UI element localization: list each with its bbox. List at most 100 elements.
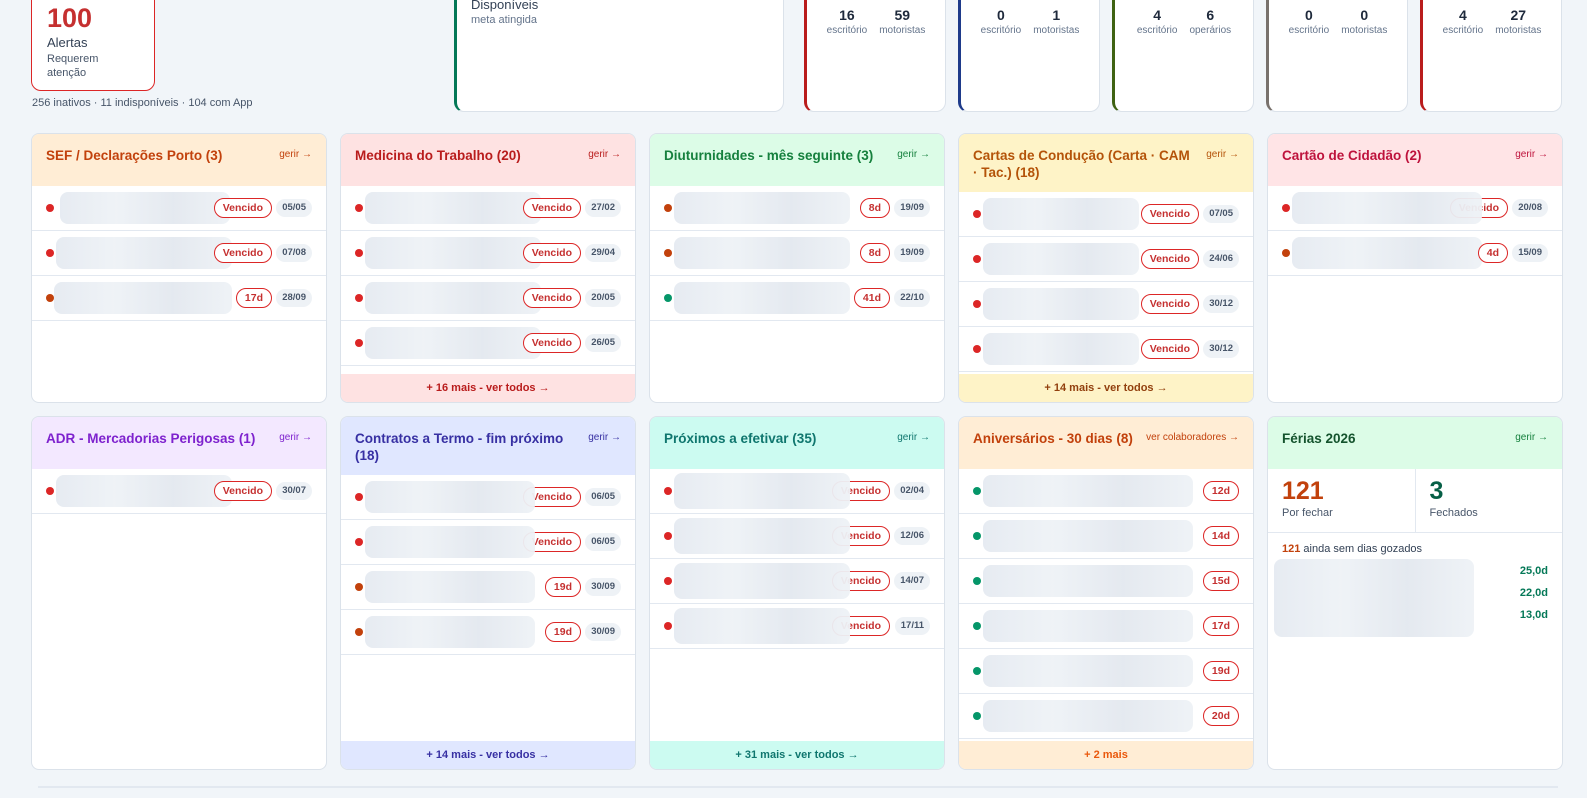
manage-link[interactable]: gerir → bbox=[897, 432, 930, 443]
list-item[interactable]: 20d bbox=[959, 694, 1253, 739]
date-badge: 22/10 bbox=[894, 289, 930, 307]
list-item[interactable]: 4d 15/09 bbox=[1268, 231, 1562, 276]
date-badge: 30/09 bbox=[585, 578, 621, 596]
list-item[interactable]: Vencido 06/05 bbox=[341, 520, 635, 565]
alerts-card[interactable]: 100 Alertas Requerem atenção bbox=[31, 0, 155, 91]
list-item[interactable]: Vencido 05/05 bbox=[32, 186, 326, 231]
status-dot bbox=[973, 345, 981, 353]
panel-header: Férias 2026 gerir → bbox=[1268, 417, 1562, 469]
panel-title: Próximos a efetivar (35) bbox=[664, 431, 817, 446]
list-item[interactable]: 8d 19/09 bbox=[650, 186, 944, 231]
list-item[interactable]: 12d bbox=[959, 469, 1253, 514]
status-dot bbox=[973, 300, 981, 308]
manage-link[interactable]: gerir → bbox=[588, 432, 621, 443]
list-item[interactable]: 17d 28/09 bbox=[32, 276, 326, 321]
list-item[interactable]: Vencido 17/11 bbox=[650, 604, 944, 649]
manage-link[interactable]: gerir → bbox=[1515, 149, 1548, 160]
status-dot bbox=[46, 487, 54, 495]
list-item[interactable]: Vencido 20/05 bbox=[341, 276, 635, 321]
to-close-label: Por fechar bbox=[1282, 507, 1333, 519]
panel-header: Medicina do Trabalho (20) gerir → bbox=[341, 134, 635, 186]
list-item[interactable]: 15d bbox=[959, 559, 1253, 604]
list-item[interactable]: 17d bbox=[959, 604, 1253, 649]
panel-title: Contratos a Termo - fim próximo (18) bbox=[355, 431, 564, 463]
status-dot bbox=[973, 577, 981, 585]
list-item[interactable]: Vencido 14/07 bbox=[650, 559, 944, 604]
alerts-label: Alertas bbox=[47, 35, 88, 50]
list-item[interactable]: Vencido 02/04 bbox=[650, 469, 944, 514]
list-item[interactable]: 19d bbox=[959, 649, 1253, 694]
panel-title: Cartas de Condução (Carta · CAM · Tac.) … bbox=[973, 148, 1190, 180]
department-card[interactable]: 4 escritório 6 operários bbox=[1112, 0, 1254, 112]
list-item[interactable]: 8d 19/09 bbox=[650, 231, 944, 276]
status-badge: Vencido bbox=[522, 243, 581, 263]
list-item[interactable]: Vencido 30/12 bbox=[959, 282, 1253, 327]
closed-stat[interactable]: 3 Fechados bbox=[1414, 469, 1563, 532]
date-badge: 20/08 bbox=[1512, 199, 1548, 217]
stat-label: motoristas bbox=[1495, 25, 1542, 36]
view-employees-link[interactable]: ver colaboradores → bbox=[1146, 432, 1239, 443]
manage-link[interactable]: gerir → bbox=[588, 149, 621, 160]
list-item[interactable]: Vencido 30/07 bbox=[32, 469, 326, 514]
stat-label: motoristas bbox=[1033, 25, 1080, 36]
list-item[interactable]: Vencido 26/05 bbox=[341, 321, 635, 366]
manage-link[interactable]: gerir → bbox=[279, 149, 312, 160]
department-card[interactable]: 0 escritório 1 motoristas bbox=[958, 0, 1100, 112]
stat-label: escritório bbox=[1136, 25, 1178, 36]
list-item[interactable]: Vencido 27/02 bbox=[341, 186, 635, 231]
list-item[interactable]: Vencido 07/08 bbox=[32, 231, 326, 276]
to-close-stat[interactable]: 121 Por fechar bbox=[1268, 469, 1415, 532]
status-dot bbox=[46, 294, 54, 302]
availability-card[interactable]: Disponíveis meta atingida bbox=[454, 0, 784, 112]
days-badge: 20d bbox=[1202, 706, 1239, 726]
list-item[interactable]: 41d 22/10 bbox=[650, 276, 944, 321]
vacation-note-count: 121 bbox=[1282, 543, 1301, 555]
list-item[interactable]: Vencido 06/05 bbox=[341, 475, 635, 520]
department-card[interactable]: 4 escritório 27 motoristas bbox=[1420, 0, 1562, 112]
list-item[interactable]: Vencido 29/04 bbox=[341, 231, 635, 276]
list-item[interactable]: 19d 30/09 bbox=[341, 565, 635, 610]
department-card[interactable]: 16 escritório 59 motoristas bbox=[804, 0, 946, 112]
status-badge: 8d bbox=[859, 198, 890, 218]
status-dot bbox=[355, 339, 363, 347]
manage-link[interactable]: gerir → bbox=[897, 149, 930, 160]
list-item[interactable]: Vencido 24/06 bbox=[959, 237, 1253, 282]
stat-value: 4 bbox=[1153, 7, 1162, 23]
status-dot bbox=[355, 204, 363, 212]
date-badge: 14/07 bbox=[894, 572, 930, 590]
status-dot bbox=[355, 294, 363, 302]
view-all-link[interactable]: + 14 mais - ver todos → bbox=[959, 374, 1253, 402]
view-all-link[interactable]: + 16 mais - ver todos → bbox=[341, 374, 635, 402]
availability-sub: meta atingida bbox=[471, 14, 538, 26]
days-badge: 12d bbox=[1202, 481, 1239, 501]
date-badge: 28/09 bbox=[276, 289, 312, 307]
more-link[interactable]: + 2 mais bbox=[959, 741, 1253, 769]
date-badge: 19/09 bbox=[894, 199, 930, 217]
view-all-link[interactable]: + 14 mais - ver todos → bbox=[341, 741, 635, 769]
list-item[interactable]: 19d 30/09 bbox=[341, 610, 635, 655]
list-item[interactable]: Vencido 07/05 bbox=[959, 192, 1253, 237]
stat-label: motoristas bbox=[1341, 25, 1388, 36]
view-all-link[interactable]: + 31 mais - ver todos → bbox=[650, 741, 944, 769]
manage-link[interactable]: gerir → bbox=[1206, 149, 1239, 160]
list-item[interactable]: Vencido 30/12 bbox=[959, 327, 1253, 372]
manage-link[interactable]: gerir → bbox=[1515, 432, 1548, 443]
panel-title: SEF / Declarações Porto (3) bbox=[46, 148, 223, 163]
list-item[interactable]: 14d bbox=[959, 514, 1253, 559]
panel-header: SEF / Declarações Porto (3) gerir → bbox=[32, 134, 326, 186]
manage-link[interactable]: gerir → bbox=[279, 432, 312, 443]
status-dot bbox=[664, 532, 672, 540]
date-badge: 02/04 bbox=[894, 482, 930, 500]
panel-cartao-cidadao: Cartão de Cidadão (2) gerir → Vencido20/… bbox=[1267, 133, 1563, 403]
stat-label: operários bbox=[1189, 25, 1232, 36]
list-item[interactable]: Vencido 12/06 bbox=[650, 514, 944, 559]
status-badge: 17d bbox=[235, 288, 272, 308]
panel-title: ADR - Mercadorias Perigosas (1) bbox=[46, 431, 256, 446]
date-badge: 30/09 bbox=[585, 623, 621, 641]
status-dot bbox=[355, 628, 363, 636]
panel-medicina: Medicina do Trabalho (20) gerir → Vencid… bbox=[340, 133, 636, 403]
date-badge: 29/04 bbox=[585, 244, 621, 262]
vacation-note: 121 ainda sem dias gozados bbox=[1268, 533, 1562, 559]
department-card[interactable]: 0 escritório 0 motoristas bbox=[1266, 0, 1408, 112]
